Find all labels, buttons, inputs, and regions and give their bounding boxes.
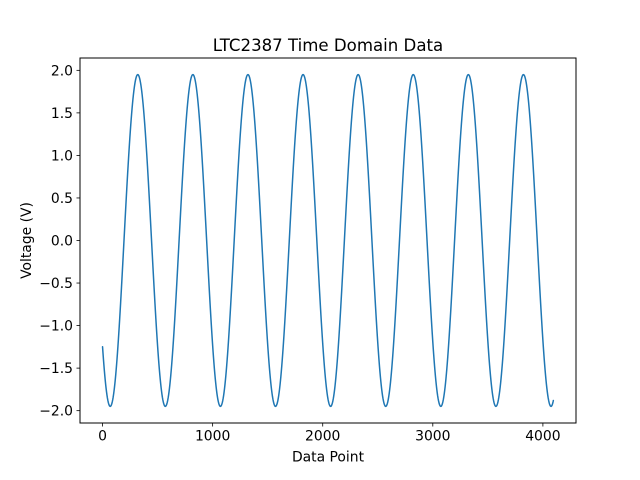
y-tick-label: −1.0 <box>39 319 73 335</box>
series-line <box>101 73 555 408</box>
x-tick-label: 2000 <box>305 429 340 445</box>
y-tick-label: 0.5 <box>51 191 73 207</box>
x-axis-ticks: 0 1000 2000 3000 4000 <box>98 423 561 445</box>
y-axis-ticks: 2.0 1.5 1.0 0.5 0.0 −0.5 −1.0 −1.5 −2.0 <box>39 63 80 420</box>
x-tick-label: 0 <box>98 429 107 445</box>
x-tick-label: 1000 <box>195 429 230 445</box>
y-axis-label: Voltage (V) <box>19 202 35 279</box>
x-tick-label: 3000 <box>415 429 450 445</box>
y-tick-label: −0.5 <box>39 276 73 292</box>
y-tick-label: −1.5 <box>39 361 73 377</box>
waveform-line <box>101 73 555 408</box>
y-tick-label: 0.0 <box>51 234 73 250</box>
y-tick-label: −2.0 <box>39 404 73 420</box>
x-tick-label: 4000 <box>525 429 560 445</box>
y-tick-label: 1.0 <box>51 148 73 164</box>
y-tick-label: 1.5 <box>51 106 73 122</box>
y-tick-label: 2.0 <box>51 63 73 79</box>
chart-title: LTC2387 Time Domain Data <box>213 36 443 55</box>
x-axis-label: Data Point <box>292 450 365 466</box>
